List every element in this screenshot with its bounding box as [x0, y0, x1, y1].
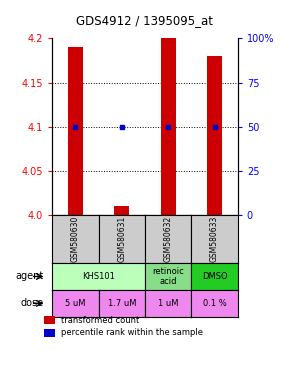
- Text: 0.1 %: 0.1 %: [203, 299, 226, 308]
- Text: 1.7 uM: 1.7 uM: [108, 299, 136, 308]
- Text: GSM580632: GSM580632: [164, 216, 173, 262]
- Text: retinoic
acid: retinoic acid: [152, 267, 184, 286]
- Text: 5 uM: 5 uM: [65, 299, 86, 308]
- Text: percentile rank within the sample: percentile rank within the sample: [61, 328, 203, 338]
- Text: GSM580631: GSM580631: [117, 216, 126, 262]
- Text: agent: agent: [15, 271, 44, 281]
- Text: 1 uM: 1 uM: [158, 299, 178, 308]
- Bar: [161, 38, 176, 215]
- Text: GSM580630: GSM580630: [71, 216, 80, 262]
- Text: DMSO: DMSO: [202, 272, 227, 281]
- Text: dose: dose: [20, 298, 44, 308]
- Bar: [207, 56, 222, 215]
- Bar: [68, 47, 83, 215]
- Text: GDS4912 / 1395095_at: GDS4912 / 1395095_at: [77, 14, 213, 27]
- Text: KHS101: KHS101: [82, 272, 115, 281]
- Text: transformed count: transformed count: [61, 316, 139, 325]
- Bar: [114, 206, 129, 215]
- Text: GSM580633: GSM580633: [210, 216, 219, 262]
